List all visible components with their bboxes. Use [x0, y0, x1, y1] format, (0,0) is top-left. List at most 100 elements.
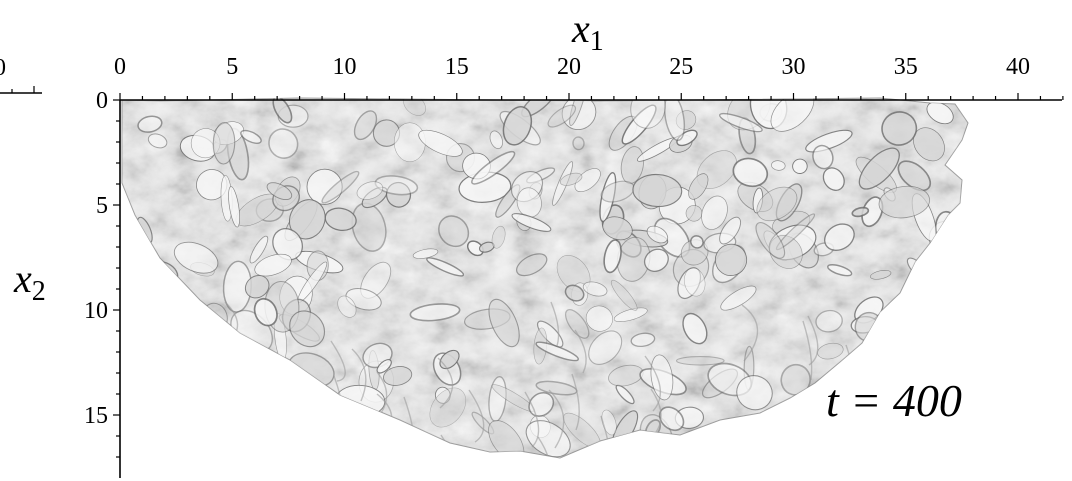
- swirl-structure: [178, 302, 202, 342]
- swirl-structure: [438, 215, 470, 248]
- swirl-structure: [923, 299, 950, 324]
- swirl-structure: [621, 104, 657, 145]
- swirl-structure: [689, 235, 704, 249]
- swirl-structure: [812, 144, 834, 170]
- swirl-structure: [201, 382, 229, 401]
- swirl-structure: [240, 369, 293, 387]
- swirl-structure: [309, 387, 326, 421]
- swirl-structure: [719, 112, 763, 133]
- swirl-structure: [187, 352, 214, 382]
- swirl-structure: [720, 285, 757, 311]
- streak-structure: [712, 438, 729, 458]
- streak-structure: [376, 371, 388, 414]
- streak-structure: [741, 304, 759, 362]
- swirl-structure: [588, 330, 623, 365]
- swirl-structure: [272, 98, 293, 124]
- swirl-structure: [289, 310, 326, 348]
- x-tick-label: 40: [1006, 54, 1030, 80]
- swirl-structure: [878, 185, 930, 219]
- streak-structure: [574, 329, 587, 374]
- swirl-structure: [650, 354, 674, 401]
- swirl-structure: [559, 172, 583, 186]
- swirl-structure: [347, 419, 384, 443]
- swirl-structure: [240, 129, 262, 144]
- swirl-structure: [192, 355, 220, 380]
- swirl-structure: [429, 387, 467, 428]
- swirl-structure: [385, 181, 412, 208]
- streak-structure: [330, 340, 346, 382]
- swirl-structure: [926, 101, 954, 125]
- streak-structure: [244, 389, 256, 442]
- streak-structure: [243, 421, 259, 458]
- left-panel-fragment: 0: [0, 55, 42, 94]
- swirl-structure: [230, 378, 247, 394]
- swirl-structure: [913, 127, 945, 162]
- swirl-structure: [632, 173, 683, 208]
- swirl-structure: [383, 366, 413, 386]
- streak-structure: [226, 433, 244, 458]
- swirl-structure: [502, 106, 533, 146]
- x-tick-label: 10: [333, 54, 357, 80]
- swirl-structure: [881, 111, 918, 146]
- swirl-structure: [337, 295, 357, 318]
- y-tick-label: 15: [84, 403, 108, 429]
- swirl-structure: [353, 110, 378, 141]
- x-tick-label: 35: [894, 54, 918, 80]
- swirl-structure: [190, 384, 214, 419]
- swirl-structure: [409, 303, 461, 322]
- swirl-structure: [858, 147, 900, 190]
- swirl-structure: [212, 122, 236, 165]
- swirl-structure: [602, 216, 633, 241]
- streak-structure: [548, 389, 565, 449]
- streak-structure: [772, 427, 783, 458]
- streak-structure: [258, 397, 276, 446]
- time-annotation: t = 400: [826, 375, 962, 426]
- swirl-structure: [756, 186, 798, 222]
- swirl-structure: [934, 210, 960, 249]
- swirl-structure: [137, 115, 163, 133]
- swirl-structure: [168, 361, 181, 380]
- streak-structure: [537, 436, 550, 458]
- x-axis-label-main: x: [571, 6, 590, 51]
- swirl-structure: [755, 222, 786, 259]
- swirl-structure: [719, 216, 742, 245]
- swirl-structure: [173, 241, 219, 274]
- streak-structure: [437, 357, 454, 409]
- swirl-structure: [130, 266, 164, 316]
- swirl-structure: [675, 356, 725, 366]
- swirl-structure: [439, 349, 460, 370]
- x-tick-label: 25: [669, 54, 693, 80]
- swirl-structure: [356, 181, 384, 200]
- swirl-structure: [179, 349, 201, 367]
- y-tick-label: 10: [84, 298, 108, 324]
- swirl-structure: [525, 420, 571, 458]
- y-axis-label-main: x: [13, 256, 32, 301]
- swirl-structure: [851, 206, 870, 218]
- y-tick-label: 5: [96, 193, 108, 219]
- swirl-structure: [771, 160, 786, 171]
- swirl-structure: [823, 223, 855, 251]
- swirl-structure: [684, 267, 706, 297]
- swirl-structure: [547, 104, 577, 128]
- clipped-tick-label: 0: [0, 55, 6, 81]
- swirl-structure: [610, 279, 638, 311]
- swirl-structure: [613, 307, 648, 322]
- y-tick-label: 0: [96, 88, 108, 114]
- swirl-structure: [630, 332, 656, 348]
- swirl-structure: [253, 297, 278, 327]
- swirl-structure: [250, 365, 273, 391]
- swirl-structure: [374, 175, 419, 196]
- swirl-structure: [682, 312, 708, 345]
- swirl-structure: [859, 344, 894, 359]
- swirl-structure: [332, 402, 363, 454]
- streak-structure: [793, 413, 809, 458]
- swirl-structure: [646, 225, 669, 244]
- swirl-structure: [306, 168, 343, 205]
- swirl-structure: [620, 146, 645, 184]
- swirl-structure: [599, 172, 617, 223]
- x-axis-label-subscript: 1: [590, 26, 604, 57]
- x-tick-label: 20: [557, 54, 581, 80]
- x-tick-label: 0: [114, 54, 126, 80]
- x-axis-ticks: 0 5 10 15 20 25 30 35 40: [114, 54, 1064, 100]
- x-tick-label: 5: [226, 54, 238, 80]
